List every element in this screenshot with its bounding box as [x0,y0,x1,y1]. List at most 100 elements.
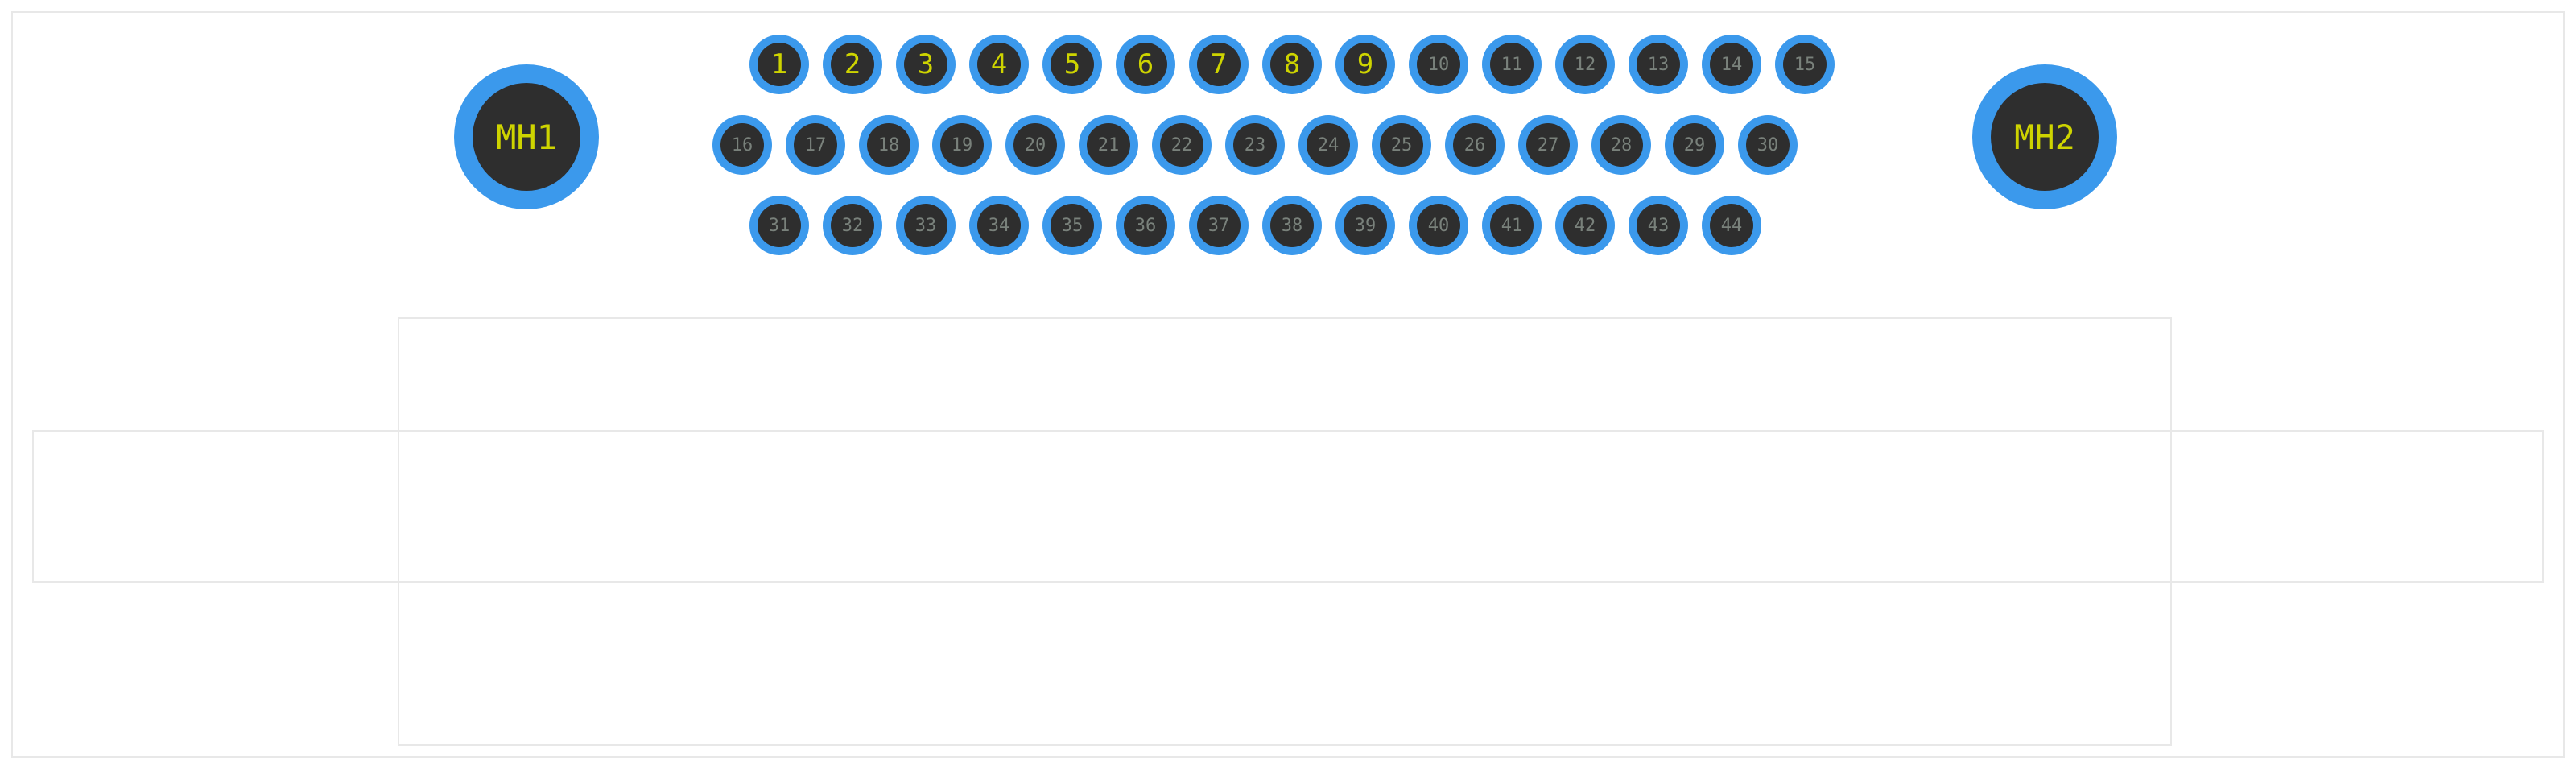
pin-label: 31 [769,216,791,236]
pin-drill-21: 21 [1087,123,1130,167]
pin-label: 2 [844,48,861,81]
pin-label: 16 [732,135,753,155]
pin-drill-36: 36 [1124,204,1167,247]
pin-drill-28: 28 [1600,123,1643,167]
pin-label: 15 [1794,55,1816,75]
pin-35: 35 [1042,196,1102,255]
mounting-hole-mh1: MH1 [454,64,599,209]
pin-drill-20: 20 [1013,123,1057,167]
pin-41: 41 [1482,196,1542,255]
pin-label: 39 [1355,216,1377,236]
pin-drill-16: 16 [720,123,764,167]
pin-21: 21 [1079,115,1138,175]
pin-label: 18 [878,135,900,155]
pin-36: 36 [1116,196,1175,255]
pin-label: 25 [1391,135,1413,155]
pin-drill-2: 2 [831,43,874,86]
pin-34: 34 [969,196,1029,255]
pin-drill-25: 25 [1380,123,1423,167]
pin-label: 20 [1025,135,1046,155]
pin-label: 12 [1575,55,1596,75]
pin-drill-37: 37 [1197,204,1241,247]
pin-label: 32 [842,216,864,236]
pin-label: 22 [1171,135,1193,155]
pin-drill-12: 12 [1563,43,1607,86]
pin-5: 5 [1042,35,1102,94]
mounting-hole-label: MH1 [496,118,557,157]
pin-drill-26: 26 [1453,123,1496,167]
pin-label: 10 [1428,55,1450,75]
pin-10: 10 [1409,35,1468,94]
pin-31: 31 [749,196,809,255]
pin-8: 8 [1262,35,1322,94]
pin-drill-15: 15 [1783,43,1827,86]
pin-label: 19 [952,135,973,155]
pin-drill-42: 42 [1563,204,1607,247]
pin-label: 40 [1428,216,1450,236]
pin-label: 8 [1284,48,1300,81]
pin-label: 28 [1611,135,1633,155]
pin-drill-9: 9 [1344,43,1387,86]
pin-label: 5 [1064,48,1080,81]
pin-drill-5: 5 [1051,43,1094,86]
pin-label: 13 [1648,55,1670,75]
pin-label: 37 [1208,216,1230,236]
pin-label: 23 [1245,135,1266,155]
pin-32: 32 [823,196,882,255]
pin-label: 21 [1098,135,1120,155]
pin-drill-43: 43 [1637,204,1680,247]
pin-label: 35 [1062,216,1084,236]
pin-drill-1: 1 [758,43,801,86]
pin-label: 33 [915,216,937,236]
pin-2: 2 [823,35,882,94]
pin-drill-11: 11 [1490,43,1534,86]
pin-label: 6 [1137,48,1154,81]
pin-drill-38: 38 [1270,204,1314,247]
pin-12: 12 [1555,35,1615,94]
pin-40: 40 [1409,196,1468,255]
pin-drill-24: 24 [1307,123,1350,167]
pin-drill-39: 39 [1344,204,1387,247]
pin-23: 23 [1225,115,1285,175]
pin-label: 9 [1357,48,1373,81]
pin-drill-33: 33 [904,204,947,247]
pin-drill-41: 41 [1490,204,1534,247]
mounting-hole-label: MH2 [2014,118,2075,157]
pin-29: 29 [1665,115,1724,175]
pin-4: 4 [969,35,1029,94]
pin-30: 30 [1738,115,1798,175]
pin-drill-32: 32 [831,204,874,247]
pin-drill-30: 30 [1746,123,1790,167]
pin-20: 20 [1005,115,1065,175]
pin-drill-19: 19 [940,123,984,167]
pin-drill-31: 31 [758,204,801,247]
pin-label: 1 [771,48,787,81]
pin-label: 3 [918,48,934,81]
pin-drill-22: 22 [1160,123,1203,167]
pin-drill-40: 40 [1417,204,1460,247]
pin-17: 17 [786,115,845,175]
pin-drill-14: 14 [1710,43,1753,86]
pin-drill-13: 13 [1637,43,1680,86]
pin-label: 11 [1501,55,1523,75]
pin-label: 29 [1684,135,1706,155]
pin-42: 42 [1555,196,1615,255]
pin-33: 33 [896,196,956,255]
pin-drill-18: 18 [867,123,910,167]
pin-16: 16 [712,115,772,175]
pin-label: 26 [1464,135,1486,155]
pin-drill-3: 3 [904,43,947,86]
pin-label: 14 [1721,55,1743,75]
pin-drill-4: 4 [977,43,1021,86]
pin-drill-29: 29 [1673,123,1716,167]
pin-drill-6: 6 [1124,43,1167,86]
pin-39: 39 [1335,196,1395,255]
pin-24: 24 [1298,115,1358,175]
pin-38: 38 [1262,196,1322,255]
pin-37: 37 [1189,196,1249,255]
pin-label: 42 [1575,216,1596,236]
pin-drill-27: 27 [1526,123,1570,167]
pin-22: 22 [1152,115,1212,175]
pin-label: 41 [1501,216,1523,236]
pin-9: 9 [1335,35,1395,94]
